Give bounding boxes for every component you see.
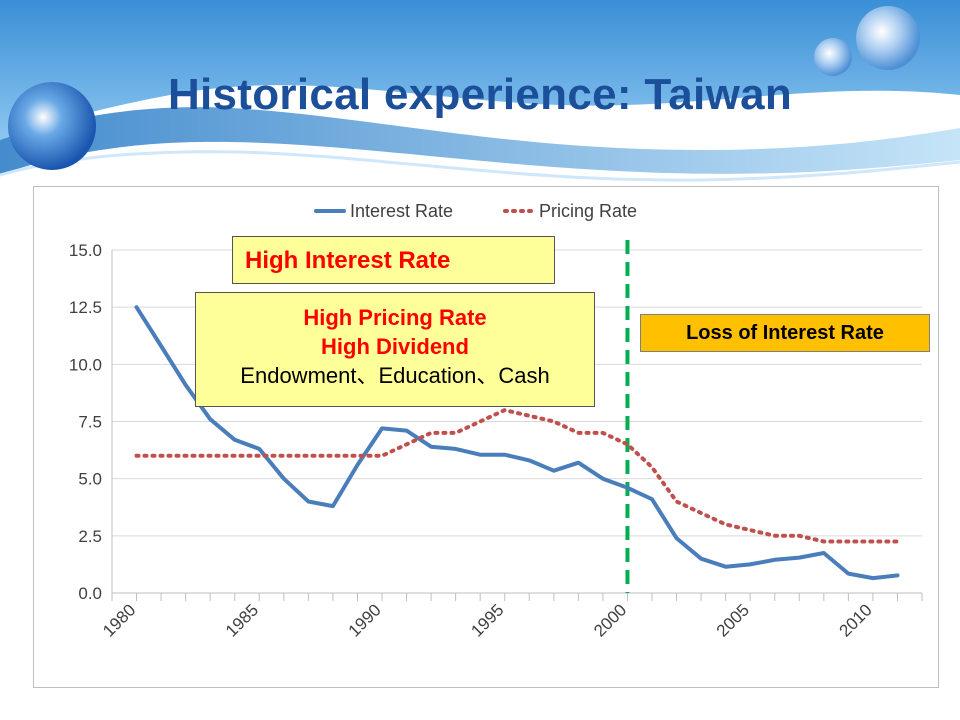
legend-interest-rate-label: Interest Rate bbox=[350, 201, 453, 221]
y-tick-label: 2.5 bbox=[78, 527, 102, 546]
callout-uses-label: Endowment、Education、Cash bbox=[240, 363, 550, 388]
interest-rate-line bbox=[134, 305, 900, 581]
x-tick-label: 1980 bbox=[99, 600, 139, 640]
y-tick-label: 10.0 bbox=[69, 355, 102, 374]
slide-title: Historical experience: Taiwan bbox=[167, 70, 793, 119]
series-layer bbox=[134, 240, 900, 593]
x-tick-label: 2000 bbox=[590, 600, 630, 640]
pricing-rate-line bbox=[134, 408, 900, 544]
y-tick-label: 12.5 bbox=[69, 298, 102, 317]
y-tick-label: 7.5 bbox=[78, 413, 102, 432]
y-tick-label: 0.0 bbox=[78, 584, 102, 603]
x-tick-label: 2010 bbox=[836, 600, 876, 640]
banner-background bbox=[0, 0, 960, 200]
callout-high-dividend-label: High Dividend bbox=[321, 334, 469, 359]
callout-high-pricing-label: High Pricing Rate bbox=[303, 305, 487, 330]
y-tick-label: 5.0 bbox=[78, 470, 102, 489]
x-tick-label: 1985 bbox=[222, 600, 262, 640]
orb-decoration-right-small bbox=[814, 38, 852, 76]
orb-decoration-right-large bbox=[856, 6, 920, 70]
callout-high-pricing-rate: High Pricing Rate High Dividend Endowmen… bbox=[195, 292, 595, 407]
chart-legend: Interest Rate Pricing Rate bbox=[314, 201, 637, 221]
callout-loss-of-interest-rate: Loss of Interest Rate bbox=[640, 314, 930, 352]
y-tick-label: 15.0 bbox=[69, 241, 102, 260]
callout-high-interest-rate: High Interest Rate bbox=[232, 236, 555, 284]
x-tick-label: 1995 bbox=[467, 600, 507, 640]
orb-decoration-left bbox=[8, 82, 96, 170]
x-tick-label: 2005 bbox=[713, 600, 753, 640]
legend-pricing-rate-label: Pricing Rate bbox=[539, 201, 637, 221]
x-tick-label: 1990 bbox=[345, 600, 385, 640]
